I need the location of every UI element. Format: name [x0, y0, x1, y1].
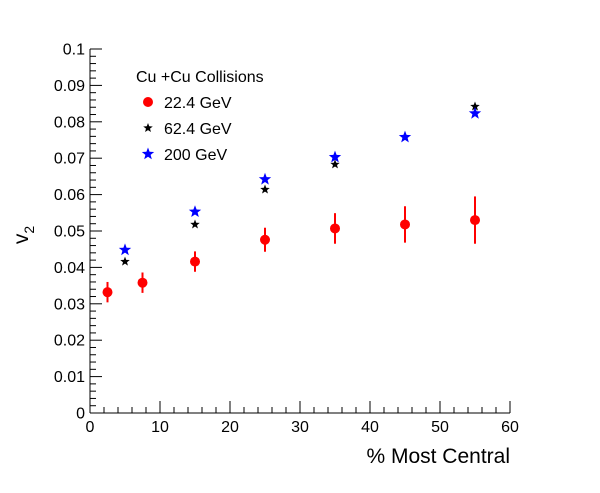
x-tick-label: 60 — [501, 419, 519, 436]
legend-label: 22.4 GeV — [164, 95, 232, 112]
data-point-star — [190, 219, 200, 229]
data-point-circle — [330, 223, 340, 234]
legend-marker — [143, 97, 153, 107]
axes — [89, 49, 510, 414]
data-point-star — [470, 101, 480, 111]
series-1 — [102, 196, 480, 303]
y-axis-title-main: v — [10, 233, 33, 244]
y-axis-title: v2 — [10, 226, 37, 245]
data-point-circle — [190, 256, 200, 267]
x-axis-title: % Most Central — [366, 445, 510, 468]
y-tick-label: 0.03 — [54, 296, 85, 313]
data-point-circle — [260, 234, 270, 245]
y-tick-label: 0.08 — [54, 114, 85, 131]
data-point-star — [188, 205, 202, 217]
x-tick-label: 0 — [86, 419, 95, 436]
legend-marker — [143, 123, 153, 133]
data-point-circle — [102, 287, 113, 298]
y-tick-label: 0.06 — [54, 187, 85, 204]
data-point-circle — [137, 277, 148, 288]
x-tick-label: 40 — [361, 419, 379, 436]
data-point-star — [330, 159, 340, 169]
legend-label: 200 GeV — [164, 147, 227, 164]
data-point-circle — [400, 219, 410, 230]
data-point-star — [260, 184, 270, 194]
y-tick-label: 0 — [76, 406, 85, 423]
y-tick-label: 0.09 — [54, 78, 85, 95]
data-point-star — [468, 106, 482, 119]
y-tick-label: 0.04 — [54, 260, 85, 277]
y-tick-label: 0.02 — [54, 333, 85, 350]
legend-label: 62.4 GeV — [164, 121, 232, 138]
data-point-star — [398, 130, 412, 143]
data-point-star — [328, 150, 342, 163]
legend: Cu +Cu Collisions 22.4 GeV 62.4 GeV 200 Ge… — [136, 69, 264, 164]
x-axis-ticks: 0 10 20 30 40 50 60 — [86, 401, 519, 436]
data-point-star — [120, 256, 130, 266]
y-tick-label: 0.01 — [54, 369, 85, 386]
legend-title: Cu +Cu Collisions — [136, 69, 264, 86]
data-marks — [102, 101, 482, 303]
series-3 — [118, 106, 482, 256]
y-tick-label: 0.07 — [54, 151, 85, 168]
series-2 — [120, 101, 480, 266]
data-point-star — [118, 243, 132, 256]
data-point-star — [258, 172, 272, 185]
x-tick-label: 20 — [221, 419, 239, 436]
x-tick-label: 50 — [431, 419, 449, 436]
y-tick-label: 0.05 — [54, 224, 85, 241]
x-tick-label: 10 — [151, 419, 169, 436]
x-tick-label: 30 — [291, 419, 309, 436]
data-point-circle — [470, 215, 480, 226]
legend-marker — [141, 147, 155, 160]
y-axis-ticks: 0 0.01 0.02 0.03 0.04 0.05 0.06 0.07 0.08 0.09 0.1 — [54, 42, 102, 423]
y-axis-title-subscript: 2 — [21, 226, 37, 234]
y-tick-label: 0.1 — [63, 42, 85, 59]
